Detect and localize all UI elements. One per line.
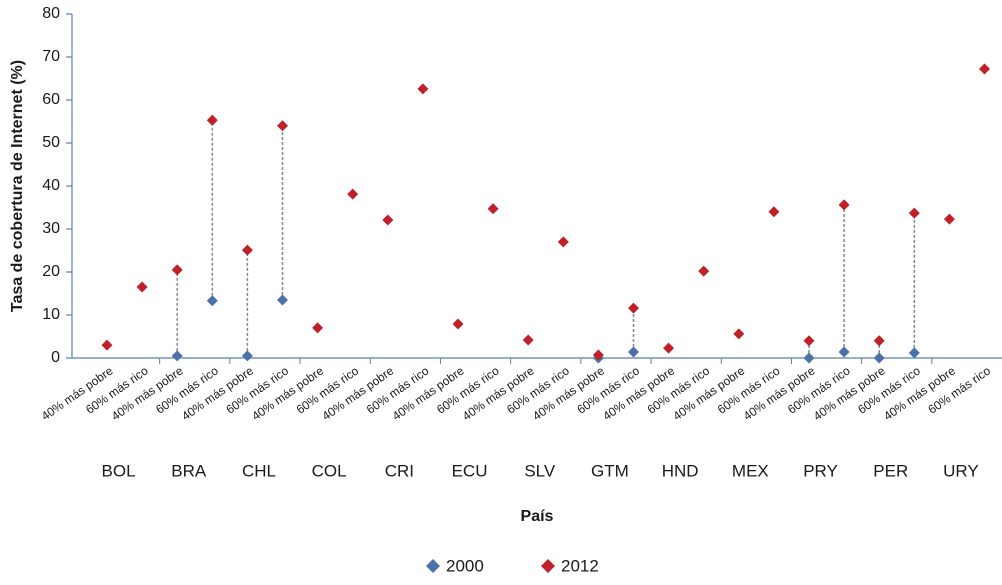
data-point <box>136 281 148 293</box>
data-point <box>628 346 639 358</box>
data-point <box>382 214 394 226</box>
data-point <box>347 188 359 200</box>
data-point <box>838 346 850 358</box>
data-point <box>312 322 324 334</box>
data-point <box>592 349 604 361</box>
legend-marker <box>541 559 555 573</box>
y-tick-label: 40 <box>42 177 60 194</box>
data-point <box>768 206 780 218</box>
data-point <box>803 335 815 347</box>
legend-marker <box>426 559 440 573</box>
data-point <box>171 350 183 362</box>
data-point <box>277 120 288 132</box>
data-point <box>206 295 218 307</box>
y-tick-label: 80 <box>42 5 60 22</box>
group-label: PER <box>873 461 908 480</box>
data-point <box>908 347 920 359</box>
group-label: SLV <box>524 461 556 480</box>
data-point <box>522 334 534 346</box>
group-label: URY <box>943 461 979 480</box>
data-point <box>171 264 183 276</box>
y-tick-label: 20 <box>42 263 60 280</box>
y-tick-label: 30 <box>42 220 60 237</box>
group-label: BOL <box>102 461 136 480</box>
group-label: CHL <box>242 461 276 480</box>
y-tick-label: 60 <box>42 91 60 108</box>
data-point <box>101 339 113 351</box>
data-point <box>452 318 464 330</box>
data-point <box>663 342 675 354</box>
data-point <box>803 352 815 364</box>
data-point <box>873 335 885 347</box>
x-axis-title: País <box>521 508 554 525</box>
data-point <box>733 328 745 340</box>
group-label: BRA <box>171 461 207 480</box>
data-point <box>908 207 920 219</box>
legend-label: 2012 <box>561 556 599 575</box>
y-tick-label: 0 <box>51 349 60 366</box>
data-point <box>943 213 955 225</box>
data-point <box>206 114 218 126</box>
data-point <box>277 294 288 306</box>
y-tick-label: 10 <box>42 306 60 323</box>
data-point <box>417 83 429 95</box>
data-point <box>628 302 639 314</box>
data-point <box>487 203 499 215</box>
group-label: MEX <box>732 461 769 480</box>
group-label: GTM <box>591 461 629 480</box>
group-label: COL <box>312 461 347 480</box>
y-tick-label: 50 <box>42 134 60 151</box>
data-point <box>241 350 253 362</box>
data-point <box>557 236 569 248</box>
y-tick-label: 70 <box>42 48 60 65</box>
legend-label: 2000 <box>446 556 484 575</box>
data-point <box>873 352 885 364</box>
data-point <box>838 199 850 211</box>
group-label: CRI <box>385 461 414 480</box>
data-point <box>241 244 253 256</box>
y-axis-title: Tasa de cobertura de Internet (%) <box>9 60 26 312</box>
group-label: HND <box>662 461 699 480</box>
data-point <box>979 63 990 75</box>
group-label: PRY <box>803 461 838 480</box>
group-label: ECU <box>452 461 488 480</box>
data-point <box>698 265 710 277</box>
